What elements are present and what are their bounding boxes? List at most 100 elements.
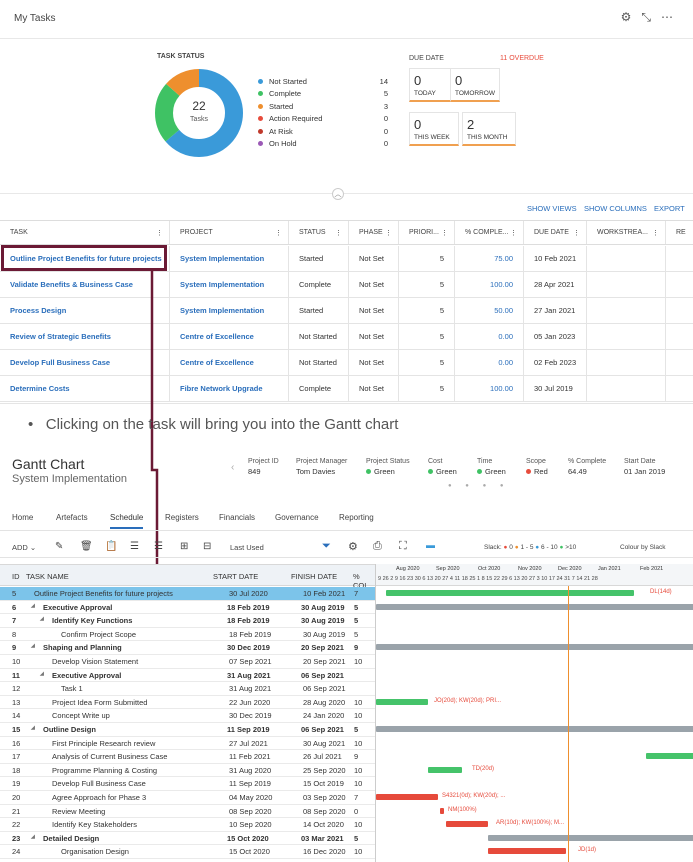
gantt-bar[interactable] <box>446 821 488 828</box>
edit-icon[interactable]: ✎ <box>55 541 64 552</box>
gantt-bar[interactable] <box>488 834 693 841</box>
legend-item[interactable]: At Risk 0 <box>258 125 388 138</box>
filter-icon[interactable]: ⏷ <box>322 540 331 552</box>
due-tomorrow[interactable]: 0 TOMORROW <box>450 68 500 102</box>
gantt-row[interactable]: 15 ◢ Outline Design 11 Sep 2019 06 Sep 2021 5 <box>0 723 375 737</box>
legend-item[interactable]: Complete 5 <box>258 88 388 101</box>
gantt-bar[interactable] <box>376 603 693 610</box>
col-complete[interactable]: % COMPLE... ⋮ <box>455 221 524 244</box>
task-row[interactable]: Review of Strategic Benefits Centre of Ex… <box>0 324 693 350</box>
gantt-row[interactable]: 22 Identify Key Stakeholders 10 Sep 2020 14… <box>0 818 375 832</box>
overdue-link[interactable]: 11 OVERDUE <box>500 55 544 62</box>
task-row[interactable]: Process Design System Implementation Start… <box>0 298 693 324</box>
col-priority[interactable]: PRIORI... ⋮ <box>399 221 455 244</box>
gantt-row[interactable]: 7 ◢ Identify Key Functions 18 Feb 2019 30 Au… <box>0 614 375 628</box>
tab-financials[interactable]: Financials <box>219 513 256 522</box>
cell-task[interactable]: Review of Strategic Benefits <box>0 324 170 349</box>
delete-icon[interactable]: 🗑 <box>80 541 93 552</box>
gantt-bar[interactable] <box>440 807 444 814</box>
col-phase[interactable]: PHASE ⋮ <box>349 221 399 244</box>
gantt-row[interactable]: 8 Confirm Project Scope 18 Feb 2019 30 Aug … <box>0 628 375 642</box>
show-views-button[interactable]: SHOW VIEWS <box>527 204 577 213</box>
legend-item[interactable]: Started 3 <box>258 100 388 113</box>
col-finish-date[interactable]: FINISH DATE <box>291 572 338 581</box>
gantt-row[interactable]: 13 Project Idea Form Submitted 22 Jun 2020… <box>0 696 375 710</box>
task-row[interactable]: Outline Project Benefits for future proj… <box>0 246 693 272</box>
task-row[interactable]: Validate Benefits & Business Case System … <box>0 272 693 298</box>
gantt-chart-area[interactable]: Aug 2020 Sep 2020 Oct 2020 Nov 2020 Dec 2020… <box>375 564 693 862</box>
gantt-row[interactable]: 21 Review Meeting 08 Sep 2020 08 Sep 2020 0 <box>0 805 375 819</box>
col-start-date[interactable]: START DATE <box>213 572 259 581</box>
gantt-row[interactable]: 23 ◢ Detailed Design 15 Oct 2020 03 Mar 2021… <box>0 832 375 846</box>
gantt-row[interactable]: 11 ◢ Executive Approval 31 Aug 2021 06 Sep 2… <box>0 669 375 683</box>
gantt-bar[interactable] <box>646 753 693 760</box>
cell-task[interactable]: Develop Full Business Case <box>0 350 170 375</box>
col-pct[interactable]: % COI <box>353 572 367 590</box>
due-this-month[interactable]: 2 THIS MONTH <box>462 112 516 146</box>
cell-task[interactable]: Outline Project Benefits for future proj… <box>0 246 170 271</box>
legend-item[interactable]: On Hold 0 <box>258 138 388 151</box>
collapse-icon[interactable]: ⤡ <box>641 10 661 24</box>
gantt-row[interactable]: 5 Outline Project Benefits for future pro… <box>0 587 375 601</box>
collapse-icon[interactable]: ⊟ <box>203 541 212 552</box>
tab-registers[interactable]: Registers <box>165 513 199 522</box>
cell-project[interactable]: Fibre Network Upgrade <box>170 376 289 401</box>
fullscreen-icon[interactable]: ⛶ <box>399 540 407 552</box>
indent-icon[interactable]: ☰ <box>154 541 163 552</box>
export-button[interactable]: EXPORT <box>654 204 685 213</box>
gear-icon[interactable]: ⚙ <box>620 10 642 24</box>
due-this-week[interactable]: 0 THIS WEEK <box>409 112 459 146</box>
cell-project[interactable]: System Implementation <box>170 298 289 323</box>
clipboard-icon[interactable]: 📋 <box>105 541 118 552</box>
gantt-row[interactable]: 12 Task 1 31 Aug 2021 06 Sep 2021 <box>0 682 375 696</box>
expand-icon[interactable]: ⊞ <box>180 541 189 552</box>
show-columns-button[interactable]: SHOW COLUMNS <box>584 204 647 213</box>
gantt-row[interactable]: 10 Develop Vision Statement 07 Sep 2021 20 … <box>0 655 375 669</box>
tab-schedule[interactable]: Schedule <box>110 513 144 529</box>
gantt-row[interactable]: 19 Develop Full Business Case 11 Sep 2019 1… <box>0 777 375 791</box>
settings-icon[interactable]: ⚙ <box>348 541 358 553</box>
col-workstream[interactable]: WORKSTREA... ⋮ <box>587 221 666 244</box>
gantt-bar[interactable] <box>428 766 462 773</box>
gantt-bar[interactable] <box>376 726 693 732</box>
cell-task[interactable]: Determine Costs <box>0 376 170 401</box>
tab-home[interactable]: Home <box>12 513 34 522</box>
chat-icon[interactable]: ▬ <box>426 540 435 550</box>
cell-project[interactable]: System Implementation <box>170 246 289 271</box>
carousel-dots[interactable]: ● ● ● ● <box>448 483 510 489</box>
gantt-row[interactable]: 18 Programme Planning & Costing 31 Aug 202… <box>0 764 375 778</box>
gantt-row[interactable]: 24 Organisation Design 15 Oct 2020 16 Dec 2… <box>0 845 375 859</box>
col-re[interactable]: RE <box>676 229 686 236</box>
cell-task[interactable]: Process Design <box>0 298 170 323</box>
gantt-bar[interactable] <box>376 698 428 705</box>
legend-item[interactable]: Not Started 14 <box>258 75 388 88</box>
tab-reporting[interactable]: Reporting <box>339 513 374 522</box>
filter-select[interactable]: Last Used <box>230 543 264 552</box>
task-row[interactable]: Develop Full Business Case Centre of Exce… <box>0 350 693 376</box>
col-task[interactable]: TASK ⋮ <box>0 221 170 244</box>
cell-task[interactable]: Validate Benefits & Business Case <box>0 272 170 297</box>
chevron-up-icon[interactable]: ︿ <box>332 188 344 200</box>
gantt-row[interactable]: 16 First Principle Research review 27 Jul … <box>0 737 375 751</box>
col-task-name[interactable]: TASK NAME <box>26 572 69 581</box>
chevron-left-icon[interactable]: ‹ <box>231 462 235 473</box>
tab-governance[interactable]: Governance <box>275 513 319 522</box>
cell-project[interactable]: Centre of Excellence <box>170 324 289 349</box>
gantt-bar[interactable] <box>376 794 438 800</box>
tab-artefacts[interactable]: Artefacts <box>56 513 88 522</box>
gantt-row[interactable]: 9 ◢ Shaping and Planning 30 Dec 2019 20 Sep … <box>0 641 375 655</box>
col-status[interactable]: STATUS ⋮ <box>289 221 349 244</box>
gantt-row[interactable]: 6 ◢ Executive Approval 18 Feb 2019 30 Aug 20… <box>0 601 375 615</box>
col-id[interactable]: ID <box>12 572 20 581</box>
colour-by-select[interactable]: Colour by Slack <box>620 544 666 551</box>
task-row[interactable]: Determine Costs Fibre Network Upgrade Comp… <box>0 376 693 402</box>
col-due-date[interactable]: DUE DATE ⋮ <box>524 221 587 244</box>
gantt-row[interactable]: 17 Analysis of Current Business Case 11 Fe… <box>0 750 375 764</box>
outdent-icon[interactable]: ☰ <box>130 541 139 552</box>
cell-project[interactable]: System Implementation <box>170 272 289 297</box>
cell-project[interactable]: Centre of Excellence <box>170 350 289 375</box>
legend-item[interactable]: Action Required 0 <box>258 113 388 126</box>
gantt-row[interactable]: 14 Concept Write up 30 Dec 2019 24 Jan 2020… <box>0 709 375 723</box>
gantt-bar[interactable] <box>386 590 634 596</box>
col-project[interactable]: PROJECT ⋮ <box>170 221 289 244</box>
